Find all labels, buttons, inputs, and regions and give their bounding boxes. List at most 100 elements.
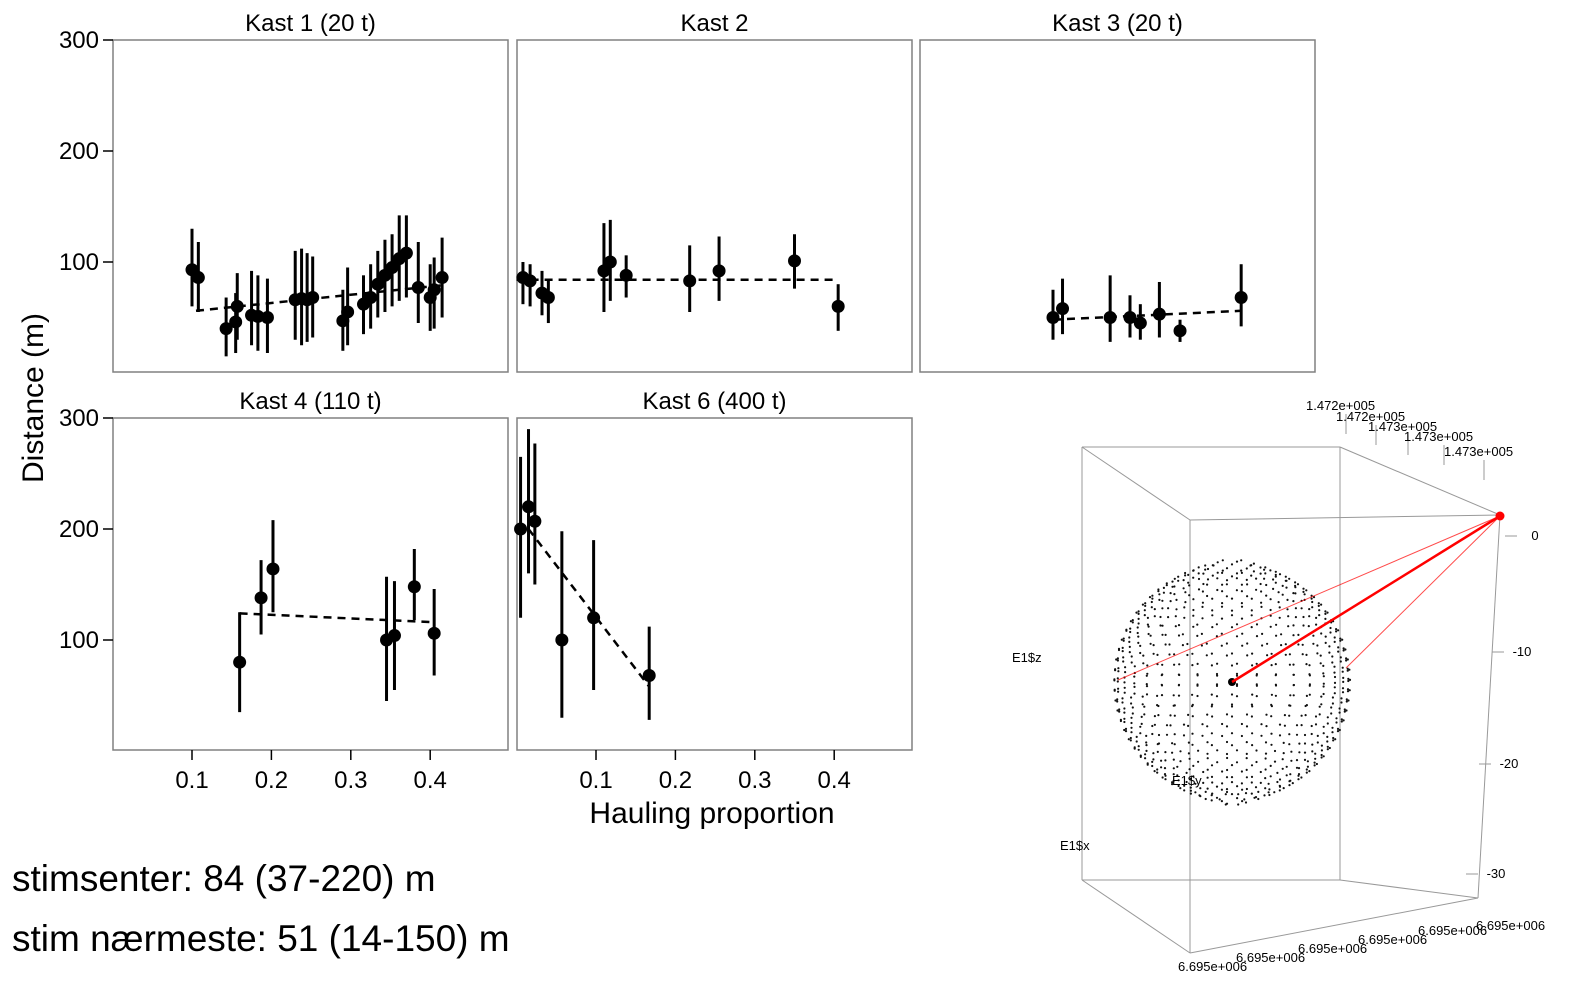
- data-point: [251, 309, 265, 323]
- z-axis-tick-label: -20: [1500, 756, 1519, 771]
- stats-center-text: stimsenter: 84 (37-220) m: [12, 858, 436, 899]
- x-axis-tick-label: 6.695e+006: [1476, 918, 1545, 933]
- data-point: [528, 514, 542, 528]
- data-point: [427, 283, 441, 297]
- panel-title: Kast 1 (20 t): [245, 10, 376, 37]
- trend-line: [1052, 309, 1242, 321]
- data-point: [683, 274, 697, 288]
- y-tick-label: 300: [59, 27, 99, 54]
- data-point: [254, 591, 268, 605]
- center-vector: [1231, 514, 1501, 684]
- panel-1: Kast 1 (20 t) 100 200 300: [59, 10, 509, 373]
- panel-frame: [516, 417, 913, 751]
- data-point: [387, 629, 401, 643]
- y-axis-label: Distance (m): [17, 313, 50, 483]
- x-tick-label: 0.1: [175, 767, 208, 794]
- x-axis-label: Hauling proportion: [589, 797, 834, 830]
- y-axis-name: E1$y: [1172, 773, 1202, 788]
- data-point: [385, 261, 399, 275]
- data-point: [522, 500, 536, 514]
- trend-line: [527, 528, 651, 688]
- data-point: [260, 311, 274, 324]
- data-point: [233, 655, 247, 669]
- z-axis-tick-label: -10: [1513, 644, 1532, 659]
- panel-frame: [112, 417, 509, 751]
- data-point: [364, 291, 378, 305]
- data-point: [1103, 311, 1117, 324]
- observer-point: [1495, 511, 1505, 521]
- y-tick-label: 100: [59, 249, 99, 276]
- data-point: [788, 254, 801, 268]
- box-edge: [1081, 879, 1191, 954]
- data-point: [1234, 291, 1248, 305]
- data-point: [603, 255, 617, 269]
- panel-title: Kast 3 (20 t): [1052, 10, 1183, 37]
- box-edge: [1339, 879, 1479, 899]
- data-point: [1123, 311, 1137, 324]
- data-point: [399, 246, 413, 260]
- box-edge: [1189, 514, 1501, 521]
- data-point: [831, 299, 845, 313]
- x-axis-tick-label: 6.695e+006: [1298, 941, 1367, 956]
- data-point: [371, 277, 385, 291]
- panel-3: Kast 3 (20 t): [919, 10, 1316, 373]
- data-point: [523, 274, 537, 288]
- data-point: [266, 562, 280, 576]
- box-edge: [1189, 897, 1479, 954]
- x-tick-label: 0.3: [738, 767, 771, 794]
- y-axis-tick-label: 1.473e+005: [1368, 419, 1437, 434]
- x-tick-label: 0.2: [659, 767, 692, 794]
- panel-4: Kast 4 (110 t) 100 200 300 0.1 0.2 0.3 0.4: [59, 388, 509, 794]
- panel-frame: [516, 39, 913, 373]
- data-point: [341, 305, 355, 319]
- x-tick-label: 0.1: [579, 767, 612, 794]
- panel-title: Kast 6 (400 t): [642, 388, 786, 415]
- tangent-line: [1345, 515, 1501, 669]
- tangent-line: [1117, 515, 1501, 681]
- x-axis-tick-label: 6.695e+006: [1418, 923, 1487, 938]
- data-point: [229, 315, 243, 329]
- data-point: [435, 271, 449, 285]
- box-edge: [1081, 446, 1191, 521]
- data-point: [555, 633, 569, 647]
- x-axis-tick-label: 6.695e+006: [1236, 950, 1305, 965]
- y-axis-tick-label: 1.473e+005: [1444, 444, 1513, 459]
- trend-line: [239, 612, 435, 624]
- panel-frame: [919, 39, 1316, 373]
- data-point: [407, 580, 421, 594]
- y-axis-tick-label: 1.472e+005: [1306, 398, 1375, 413]
- box-edge: [1339, 446, 1501, 516]
- y-axis-tick-label: 1.472e+005: [1336, 409, 1405, 424]
- z-axis-tick-label: -30: [1487, 866, 1506, 881]
- data-point: [587, 611, 601, 625]
- panel-title: Kast 2: [680, 10, 748, 37]
- sphere-3d-plot: 1.472e+0051.472e+0051.473e+0051.473e+005…: [1012, 398, 1545, 974]
- x-axis-tick-label: 6.695e+006: [1178, 959, 1247, 974]
- data-point: [230, 299, 244, 313]
- panels-group: Kast 1 (20 t) 100 200 300 Kast 2 Kast 3 (20 t…: [59, 10, 1316, 794]
- data-point: [191, 271, 205, 285]
- data-point: [642, 669, 656, 683]
- panel-title: Kast 4 (110 t): [239, 388, 381, 415]
- data-point: [1133, 316, 1147, 330]
- z-axis-tick-label: 0: [1531, 528, 1538, 543]
- data-point: [427, 626, 441, 640]
- data-point: [1056, 302, 1070, 316]
- panel-2: Kast 2: [516, 10, 913, 373]
- box-edge: [1477, 514, 1501, 899]
- data-point: [514, 522, 528, 536]
- x-tick-label: 0.4: [414, 767, 447, 794]
- data-point: [306, 291, 320, 305]
- x-tick-label: 0.2: [255, 767, 288, 794]
- x-tick-label: 0.3: [334, 767, 367, 794]
- y-tick-label: 200: [59, 516, 99, 543]
- data-point: [712, 264, 726, 278]
- x-tick-label: 0.4: [818, 767, 851, 794]
- data-point: [411, 281, 425, 295]
- x-axis-tick-label: 6.695e+006: [1358, 932, 1427, 947]
- z-axis-name: E1$z: [1012, 650, 1042, 665]
- y-tick-label: 200: [59, 138, 99, 165]
- data-point: [619, 268, 633, 282]
- panel-5: Kast 6 (400 t) 0.1 0.2 0.3 0.4: [514, 388, 913, 794]
